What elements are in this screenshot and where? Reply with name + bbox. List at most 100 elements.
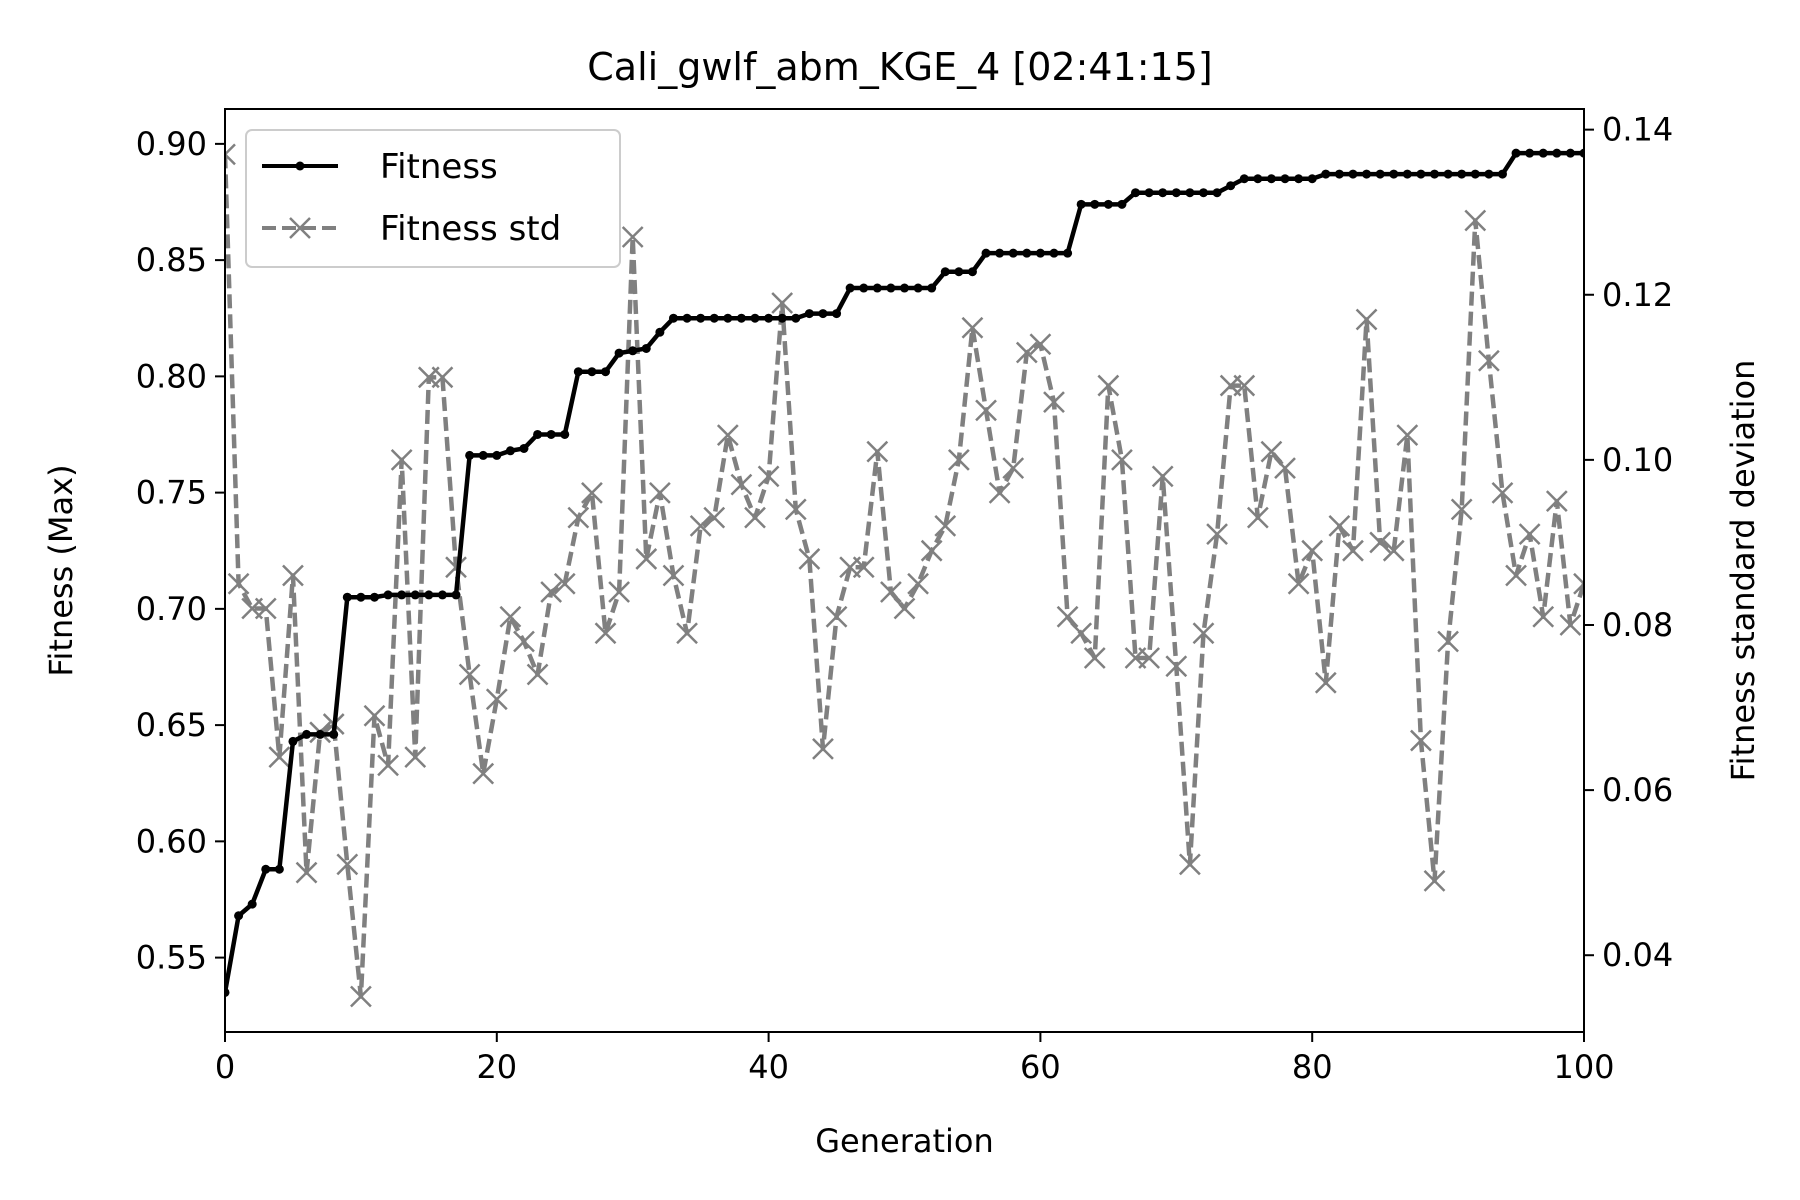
fitness-std-point xyxy=(254,597,277,620)
y-axis-right-label: Fitness standard deviation xyxy=(1724,360,1762,782)
fitness-point xyxy=(614,348,624,358)
fitness-std-point xyxy=(1573,572,1584,595)
fitness-point xyxy=(1430,169,1440,179)
fitness-std-point xyxy=(1505,564,1527,587)
y-right-tick-label: 0.04 xyxy=(1602,936,1673,974)
fitness-std-point xyxy=(676,622,698,645)
fitness-std-point xyxy=(716,424,739,446)
fitness-std-point xyxy=(336,853,359,876)
x-tick-label: 0 xyxy=(215,1048,235,1086)
fitness-point xyxy=(804,309,814,319)
fitness-std-point xyxy=(893,597,916,620)
fitness-point xyxy=(1022,248,1032,258)
fitness-std-point xyxy=(1015,341,1038,364)
fitness-point xyxy=(981,248,991,258)
y-tick-label: 0.60 xyxy=(136,822,207,860)
fitness-std-point xyxy=(730,473,753,496)
fitness-point xyxy=(383,590,393,600)
fitness-point xyxy=(872,283,882,293)
y-tick-label: 0.70 xyxy=(136,590,207,628)
fitness-point xyxy=(1321,169,1331,179)
fitness-std-point xyxy=(1111,448,1133,471)
fitness-std-point xyxy=(1545,490,1568,513)
fitness-point xyxy=(750,313,760,323)
y-right-tick-label: 0.08 xyxy=(1602,606,1673,644)
fitness-point xyxy=(1117,199,1127,209)
plot-frame xyxy=(224,108,1585,1033)
fitness-point xyxy=(954,267,964,277)
fitness-point xyxy=(587,367,597,377)
fitness-point xyxy=(859,283,869,293)
fitness-point xyxy=(1497,169,1507,179)
fitness-std-point xyxy=(458,663,481,686)
fitness-std-point xyxy=(1491,482,1514,504)
x-tick-label: 60 xyxy=(1020,1048,1061,1086)
fitness-point xyxy=(845,283,855,293)
fitness-std-point xyxy=(1029,333,1052,356)
fitness-std-point xyxy=(852,556,875,579)
legend-box xyxy=(245,129,621,268)
fitness-std-point xyxy=(282,564,304,587)
fitness-point xyxy=(1131,188,1141,198)
fitness-point xyxy=(1307,174,1317,184)
fitness-std-point xyxy=(635,548,658,570)
fitness-std-point xyxy=(1369,531,1392,554)
fitness-point xyxy=(1457,169,1467,179)
fitness-std-point xyxy=(1165,655,1188,678)
ticks-layer: 0 20 40 60 80 100 0.55 0.60 0.65 0.70 0.75 0.80 0.85… xyxy=(136,111,1674,1086)
fitness-std-point xyxy=(431,366,454,389)
fitness-point xyxy=(1402,169,1412,179)
y-right-tick-label: 0.10 xyxy=(1602,441,1673,479)
fitness-std-point xyxy=(227,572,250,595)
fitness-std-point xyxy=(744,506,766,529)
fitness-point xyxy=(696,313,706,323)
fitness-point xyxy=(1552,148,1562,158)
fitness-point xyxy=(995,248,1005,258)
fitness-point xyxy=(492,450,502,460)
x-axis-label: Generation xyxy=(815,1122,994,1160)
fitness-point xyxy=(369,592,379,602)
fitness-point xyxy=(1484,169,1494,179)
fitness-point xyxy=(225,987,230,997)
fitness-std-point xyxy=(1151,465,1174,488)
x-tick-label: 40 xyxy=(748,1048,789,1086)
fitness-std-point xyxy=(1179,853,1201,876)
fitness-std-point xyxy=(1328,515,1351,537)
legend: Fitness Fitness std xyxy=(245,129,621,268)
y-tick-label: 0.85 xyxy=(136,241,207,279)
legend-std-label: Fitness std xyxy=(380,209,561,249)
y-tick-label: 0.80 xyxy=(136,357,207,395)
fitness-std-point xyxy=(526,663,549,686)
fitness-std-point xyxy=(1233,374,1256,397)
fitness-point xyxy=(832,309,842,319)
legend-fitness-marker xyxy=(295,161,305,171)
fitness-std-point xyxy=(1097,374,1120,397)
fitness-point xyxy=(1049,248,1059,258)
fitness-std-point xyxy=(499,605,522,628)
fitness-std-point xyxy=(1083,647,1106,669)
fitness-point xyxy=(1063,248,1073,258)
fitness-point xyxy=(641,343,651,353)
fitness-std-point xyxy=(961,316,984,339)
fitness-std-point xyxy=(934,515,957,537)
y-axis-label: Fitness (Max) xyxy=(42,464,80,676)
fitness-std-point xyxy=(988,482,1011,504)
fitness-point xyxy=(764,313,774,323)
fitness-std-point xyxy=(608,581,630,603)
fitness-point xyxy=(900,283,909,293)
fitness-std-point xyxy=(390,448,413,471)
fitness-point xyxy=(247,899,257,909)
fitness-point xyxy=(356,592,366,602)
y-tick-label: 0.65 xyxy=(136,706,207,744)
fitness-point xyxy=(546,429,556,439)
fitness-point xyxy=(1239,174,1249,184)
fitness-std-point xyxy=(445,556,467,579)
fitness-point xyxy=(1470,169,1480,179)
fitness-std-point xyxy=(812,737,834,760)
fitness-point xyxy=(1294,174,1304,184)
fitness-std-point xyxy=(771,292,794,314)
fitness-std-point xyxy=(621,226,644,248)
fitness-std-point xyxy=(784,498,807,521)
x-tick-label: 80 xyxy=(1292,1048,1333,1086)
fitness-point xyxy=(913,283,923,293)
